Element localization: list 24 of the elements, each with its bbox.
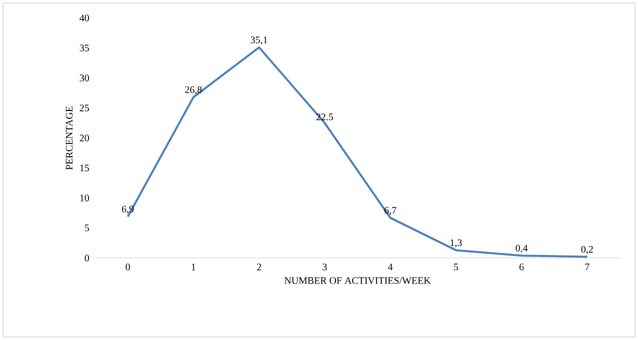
x-tick-label: 1 [192,264,196,270]
y-tick-label: 40 [80,14,89,22]
y-tick-label: 5 [84,224,89,232]
x-tick-label: 4 [388,264,393,270]
x-tick-label: 0 [126,264,130,270]
y-tick-label: 0 [84,254,89,262]
y-tick-label: 25 [80,104,89,112]
y-tick-label: 10 [80,194,89,202]
data-label: 0,4 [516,244,528,253]
x-tick-label: 3 [322,264,327,270]
x-tick-label: 5 [454,264,458,270]
x-tick-label: 6 [520,264,524,270]
y-tick-label: 30 [80,74,89,82]
y-tick-label: 20 [80,134,89,142]
data-label: 1,3 [450,239,462,248]
x-axis-title: NUMBER OF ACTIVITIES/WEEK [284,277,431,284]
data-label: 0,2 [581,246,593,254]
data-label: 26,8 [185,86,202,95]
y-tick-label: 35 [80,44,89,52]
data-label: 35,1 [250,36,268,45]
y-axis-title: PERCENTAGE [66,106,73,170]
x-tick-label: 2 [257,264,262,270]
y-tick-label: 15 [80,164,89,172]
x-tick-label: 7 [585,264,590,270]
